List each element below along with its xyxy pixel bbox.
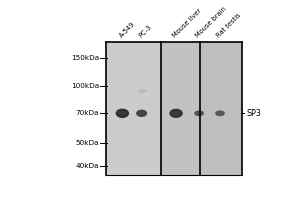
Text: SP3: SP3 bbox=[246, 109, 261, 118]
Ellipse shape bbox=[136, 110, 147, 117]
Ellipse shape bbox=[138, 89, 148, 93]
Text: A-549: A-549 bbox=[118, 21, 136, 39]
Text: 50kDa: 50kDa bbox=[76, 140, 99, 146]
Text: PC-3: PC-3 bbox=[137, 24, 152, 39]
Text: Mouse brain: Mouse brain bbox=[195, 5, 228, 39]
Ellipse shape bbox=[215, 110, 225, 116]
Text: Rat testis: Rat testis bbox=[216, 12, 242, 39]
Ellipse shape bbox=[116, 109, 129, 118]
Bar bbox=[106, 42, 161, 175]
Text: 70kDa: 70kDa bbox=[76, 110, 99, 116]
Text: Mouse liver: Mouse liver bbox=[172, 7, 203, 39]
Ellipse shape bbox=[138, 112, 145, 115]
Text: 40kDa: 40kDa bbox=[76, 163, 99, 169]
Ellipse shape bbox=[118, 112, 126, 115]
Ellipse shape bbox=[194, 110, 204, 116]
Ellipse shape bbox=[169, 109, 183, 118]
Ellipse shape bbox=[217, 112, 223, 114]
Text: 100kDa: 100kDa bbox=[71, 83, 99, 89]
Ellipse shape bbox=[196, 112, 202, 114]
Ellipse shape bbox=[172, 112, 180, 115]
Text: 150kDa: 150kDa bbox=[71, 55, 99, 61]
Bar bbox=[161, 42, 200, 175]
Bar bbox=[200, 42, 242, 175]
